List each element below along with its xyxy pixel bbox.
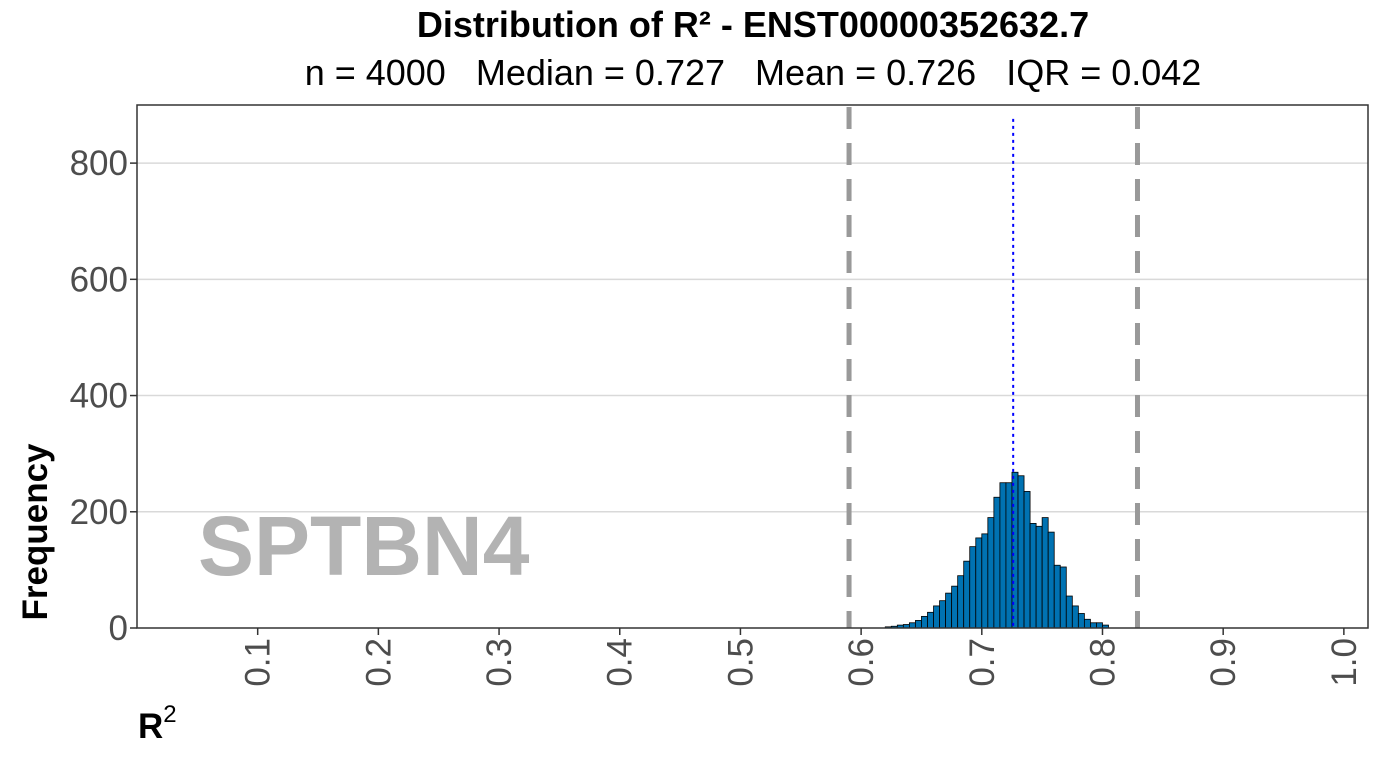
y-axis-title: Frequency [16,443,55,621]
histogram-bar-34 [1090,622,1097,629]
histogram-bar-29 [1059,566,1067,629]
histogram-bar-12 [957,575,965,629]
y-tick-label-3: 600 [70,260,128,299]
y-tick-label-2: 400 [70,377,128,416]
x-tick-label-1: 0.2 [359,638,398,687]
histogram-bar-10 [945,592,953,629]
histogram-bar-35 [1096,622,1103,629]
histogram-bar-30 [1065,595,1073,629]
histogram-bar-33 [1083,618,1091,629]
grid-lines [137,162,1368,513]
histogram-bar-5 [915,620,922,629]
x-axis-title-superscript: 2 [163,701,176,728]
histogram-bar-17 [987,517,995,629]
histogram-bar-14 [969,546,977,629]
x-tick-label-9: 1.0 [1325,638,1364,687]
histogram-bar-27 [1047,531,1055,629]
histogram-bar-23 [1023,491,1031,629]
histogram-bar-7 [927,611,934,629]
histogram-bars [884,471,1109,629]
x-tick-label-8: 0.9 [1204,638,1243,687]
x-tick-label-5: 0.6 [842,638,881,687]
histogram-bar-6 [921,615,928,629]
histogram-bar-28 [1053,564,1061,629]
histogram-bar-24 [1029,523,1037,629]
histogram-bar-15 [975,537,983,629]
histogram-bar-31 [1071,605,1079,629]
chart-title: Distribution of R² - ENST00000352632.7 [416,4,1090,45]
histogram-bar-25 [1035,525,1043,629]
histogram-bar-9 [939,600,946,629]
histogram-bar-8 [933,605,940,629]
histogram-bar-22 [1017,475,1025,629]
x-axis-title: R2 [138,701,177,746]
x-tick-label-3: 0.4 [601,638,640,687]
x-tick-label-2: 0.3 [480,638,519,687]
histogram-bar-4 [908,622,916,629]
x-tick-label-4: 0.5 [721,638,760,687]
plot-panel-border [136,104,1369,629]
gene-annotation: SPTBN4 [198,499,530,593]
x-axis: 0.1 0.2 0.3 0.4 0.5 0.6 0.7 0.8 0.9 1.0 [239,628,1364,687]
histogram-bar-19 [999,482,1007,629]
y-tick-label-0: 0 [109,609,128,648]
histogram-bar-20 [1005,482,1013,629]
histogram-bar-16 [981,533,989,629]
x-tick-label-7: 0.8 [1083,638,1122,687]
histogram-bar-11 [951,585,959,629]
y-axis: 0 200 400 600 800 [70,144,137,648]
y-tick-label-4: 800 [70,144,128,183]
histogram-bar-18 [993,496,1001,629]
histogram-bar-26 [1041,517,1049,629]
x-tick-label-6: 0.7 [963,638,1002,687]
x-tick-label-0: 0.1 [239,638,278,687]
x-axis-title-base: R [138,707,163,746]
reference-lines [846,107,1140,628]
histogram-bar-13 [963,560,971,629]
chart-subtitle: n = 4000 Median = 0.727 Mean = 0.726 IQR… [304,52,1202,93]
histogram-bar-32 [1077,613,1085,629]
y-tick-label-1: 200 [70,493,128,532]
